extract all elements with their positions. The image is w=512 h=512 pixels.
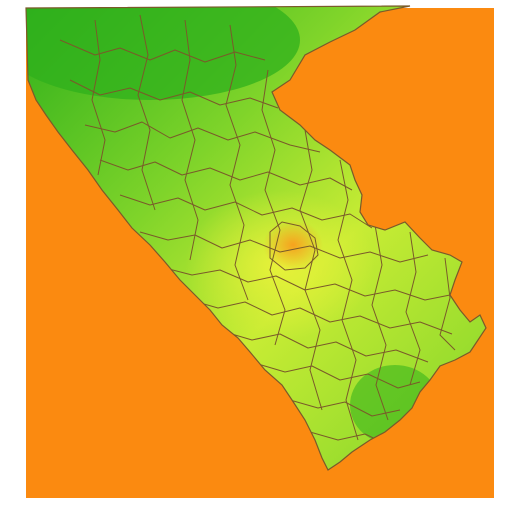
district-boundary bbox=[84, 121, 321, 153]
district-boundary bbox=[224, 331, 429, 363]
district-boundary bbox=[181, 19, 199, 261]
district-boundary bbox=[299, 129, 323, 411]
district-boundary bbox=[119, 194, 373, 229]
district-boundary bbox=[189, 299, 453, 335]
district-boundary bbox=[405, 231, 421, 386]
district-boundary bbox=[257, 363, 421, 389]
district-boundary bbox=[69, 79, 279, 109]
district-boundary bbox=[261, 69, 286, 346]
district-boundary bbox=[289, 399, 401, 417]
district-boundary bbox=[371, 224, 389, 421]
district-boundary bbox=[91, 19, 106, 176]
district-boundary bbox=[137, 14, 156, 211]
district-boundary bbox=[269, 221, 319, 271]
district-boundary bbox=[225, 24, 249, 301]
district-boundary bbox=[337, 159, 359, 441]
dark-green-shading-north bbox=[26, 6, 300, 100]
region-outline bbox=[25, 5, 487, 471]
district-boundary bbox=[439, 257, 456, 351]
district-boundary bbox=[99, 159, 353, 191]
district-boundaries bbox=[59, 14, 456, 447]
